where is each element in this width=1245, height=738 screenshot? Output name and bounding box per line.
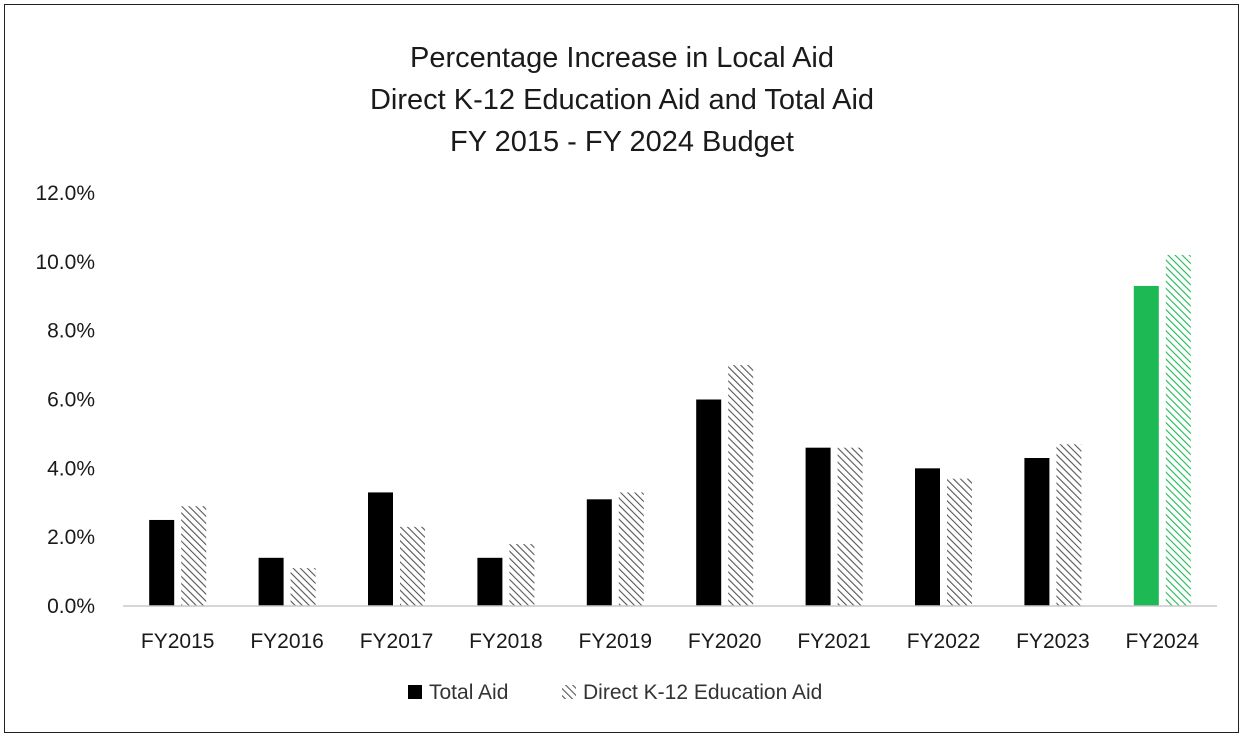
bar-total-aid-fy2024 — [1133, 285, 1159, 606]
bar-total-aid-fy2020 — [696, 399, 722, 606]
x-tick-label: FY2019 — [579, 630, 653, 653]
bar-total-aid-fy2023 — [1024, 458, 1050, 606]
legend-swatch-total-aid — [408, 685, 422, 699]
chart-frame: Percentage Increase in Local Aid Direct … — [4, 4, 1239, 733]
bar-total-aid-fy2022 — [915, 468, 940, 606]
bar-total-aid-fy2016 — [258, 557, 284, 606]
x-tick-label: FY2016 — [250, 630, 324, 653]
bar-k12-aid-fy2016 — [290, 568, 316, 606]
bar-total-aid-fy2021 — [805, 447, 831, 606]
chart-title-line-1: Percentage Increase in Local Aid — [410, 42, 834, 74]
y-tick-label: 0.0% — [47, 595, 95, 618]
y-axis-tick-labels: 0.0% 2.0% 4.0% 6.0% 8.0% 10.0% 12.0% — [35, 182, 95, 618]
bar-total-aid-fy2015 — [149, 519, 175, 606]
y-tick-label: 10.0% — [35, 251, 95, 274]
x-tick-label: FY2022 — [907, 630, 981, 653]
bar-k12-aid-fy2015 — [181, 506, 207, 606]
bar-k12-aid-fy2023 — [1056, 444, 1082, 606]
bar-k12-aid-fy2020 — [728, 365, 754, 606]
bar-k12-aid-fy2024 — [1165, 254, 1191, 606]
x-tick-label: FY2017 — [360, 630, 434, 653]
x-tick-label: FY2024 — [1126, 630, 1200, 653]
x-tick-label: FY2020 — [688, 630, 762, 653]
y-tick-label: 2.0% — [47, 526, 95, 549]
x-axis-tick-labels: FY2015 FY2016 FY2017 FY2018 FY2019 FY2020 FY20… — [141, 630, 1199, 653]
legend-label-k12-aid: Direct K-12 Education Aid — [583, 681, 822, 704]
chart-legend: Total Aid Direct K-12 Education Aid — [408, 681, 822, 704]
x-tick-label: FY2021 — [797, 630, 871, 653]
x-tick-label: FY2023 — [1016, 630, 1090, 653]
y-tick-label: 6.0% — [47, 389, 95, 412]
legend-swatch-k12-aid — [562, 685, 576, 699]
y-tick-label: 8.0% — [47, 320, 95, 343]
x-tick-label: FY2015 — [141, 630, 215, 653]
chart-title-line-3: FY 2015 - FY 2024 Budget — [450, 126, 794, 158]
bar-total-aid-fy2017 — [368, 492, 393, 606]
bar-k12-aid-fy2019 — [618, 492, 644, 606]
y-tick-label: 4.0% — [47, 457, 95, 480]
y-tick-label: 12.0% — [35, 182, 95, 205]
bar-k12-aid-fy2022 — [947, 478, 972, 606]
bar-k12-aid-fy2017 — [400, 526, 425, 606]
legend-label-total-aid: Total Aid — [429, 681, 508, 704]
chart-title-line-2: Direct K-12 Education Aid and Total Aid — [370, 84, 874, 116]
x-tick-label: FY2018 — [469, 630, 543, 653]
bar-k12-aid-fy2021 — [837, 447, 863, 606]
chart-svg: Percentage Increase in Local Aid Direct … — [35, 42, 1217, 704]
bar-total-aid-fy2018 — [477, 557, 503, 606]
bar-series — [149, 254, 1191, 606]
bar-total-aid-fy2019 — [586, 499, 612, 606]
bar-k12-aid-fy2018 — [509, 544, 535, 606]
